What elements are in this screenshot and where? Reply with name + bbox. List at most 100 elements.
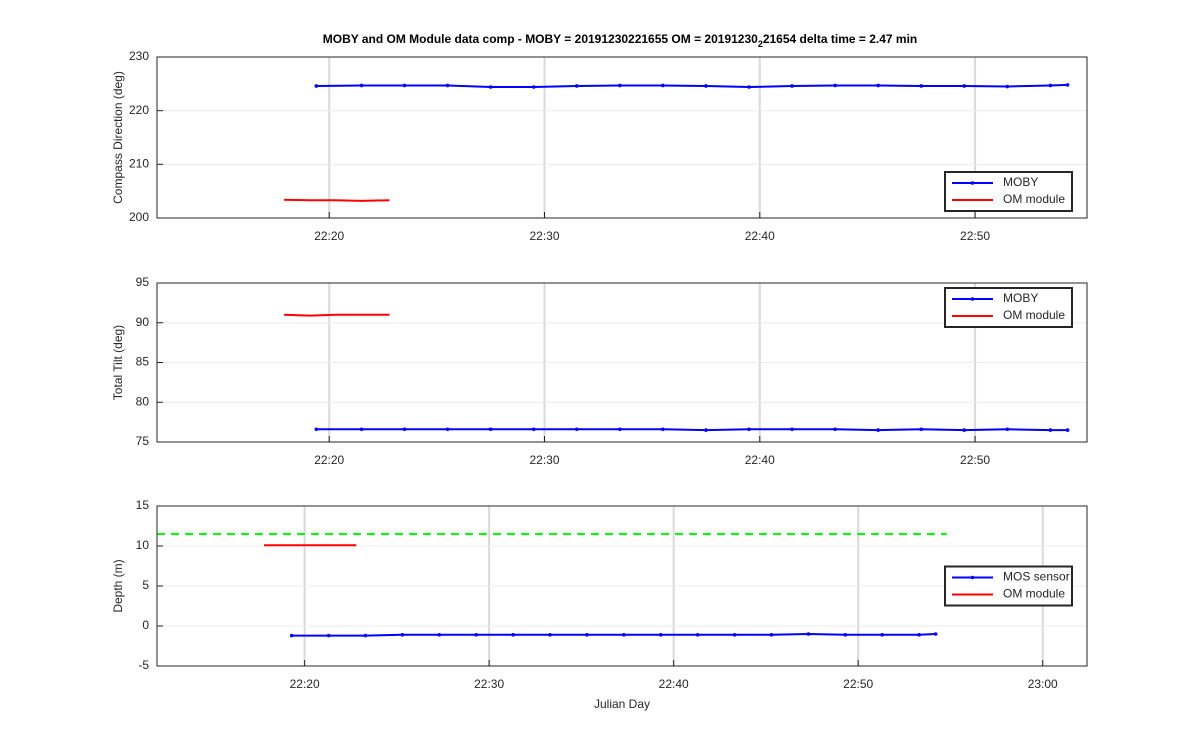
point-marker [622,633,626,637]
x-tick-label: 22:30 [474,677,504,691]
y-tick-label: 90 [136,315,150,329]
point-marker [326,633,331,638]
legend-marker [970,297,975,301]
y-tick-label: -5 [138,658,149,672]
point-marker [618,83,622,88]
x-tick-label: 22:50 [960,229,990,243]
point-marker [445,83,450,88]
axes: 22:20 22:30 22:40 22:50 23:00 -5 0 5 10 15 Depth (… [111,498,1088,711]
point-marker [790,84,794,88]
point-marker [919,84,924,88]
point-marker [790,427,794,432]
legend-label: OM module [1003,587,1065,601]
point-marker [314,84,319,88]
x-tick-label: 22:20 [314,229,344,243]
title-part: 21654 delta time = 2.47 min [763,32,917,46]
y-tick-label: 5 [142,578,149,592]
y-axis-label: Compass Direction (deg) [111,71,125,204]
x-tick-label: 22:40 [745,229,775,243]
legend-label: OM module [1003,192,1065,206]
point-marker [769,633,774,637]
point-marker [445,427,450,432]
point-marker [962,428,967,432]
series-line [283,313,390,317]
point-marker [661,83,665,88]
legend-box [944,171,1073,212]
point-marker [747,85,751,89]
point-marker [314,427,319,432]
point-marker [618,427,622,432]
figure-title: MOBY and OM Module data comp - MOBY = 20… [323,32,918,49]
point-marker [531,85,536,89]
point-marker [1005,84,1010,89]
legend: MOBY OM module [944,171,1073,212]
point-marker [843,633,848,637]
x-tick-label: 22:50 [843,677,873,691]
series-line [316,428,1068,432]
point-marker [833,83,837,88]
plot-area [157,57,1087,218]
point-marker [1048,83,1053,88]
point-marker [402,83,407,88]
x-tick-label: 22:40 [659,677,689,691]
y-tick-label: 15 [136,498,150,512]
x-tick-label: 22:50 [960,453,990,467]
legend: MOBY OM module [944,287,1073,328]
axes: 22:20 22:30 22:40 22:50 75 80 85 90 95 Total Tilt… [111,275,1088,467]
point-marker [917,633,921,637]
point-marker [695,633,700,637]
y-axis-label: Depth (m) [111,559,125,612]
point-marker [574,84,579,88]
point-marker [402,427,407,432]
point-marker [289,633,294,638]
legend-marker [970,575,975,580]
legend: MOS sensor OM module [944,565,1073,607]
point-marker [531,427,536,432]
point-marker [359,83,364,88]
point-marker [747,427,751,432]
point-marker [359,427,364,432]
y-tick-label: 210 [129,157,149,171]
x-tick-label: 22:40 [745,453,775,467]
point-marker [1005,427,1010,432]
point-marker [704,84,708,88]
point-marker [962,84,967,88]
y-tick-label: 220 [129,103,149,117]
legend-box [944,565,1073,607]
point-marker [661,427,665,432]
axes: 22:20 22:30 22:40 22:50 200 210 220 230 Compass … [111,49,1088,243]
point-marker [585,633,589,637]
legend-marker [970,181,975,185]
point-marker [880,633,884,637]
x-tick-label: 22:20 [290,677,320,691]
axes-box [156,505,1088,667]
y-tick-label: 85 [136,355,150,369]
point-marker [548,633,552,637]
title-subscript: 2 [758,39,763,49]
y-tick-label: 10 [136,538,150,552]
legend-label: OM module [1003,308,1065,322]
point-marker [704,428,708,432]
legend-label: MOS sensor [1003,570,1070,584]
y-tick-label: 75 [136,434,150,448]
axes-box [156,282,1088,443]
legend-label: MOBY [1003,175,1038,189]
series-line [291,632,936,637]
point-marker [400,633,405,637]
legend-label: MOBY [1003,291,1038,305]
y-tick-label: 200 [129,210,149,224]
point-marker [1065,428,1070,432]
y-tick-label: 95 [136,275,150,289]
x-tick-label: 23:00 [1028,677,1058,691]
x-axis-label: Julian Day [594,697,650,711]
y-tick-label: 0 [142,618,149,632]
point-marker [574,427,579,432]
legend-box [944,287,1073,328]
axes-box [156,56,1088,219]
point-marker [806,632,811,636]
point-marker [833,427,837,432]
title-part: MOBY and OM Module data comp - MOBY = 20… [323,32,758,46]
x-tick-label: 22:30 [529,229,559,243]
point-marker [876,428,880,432]
